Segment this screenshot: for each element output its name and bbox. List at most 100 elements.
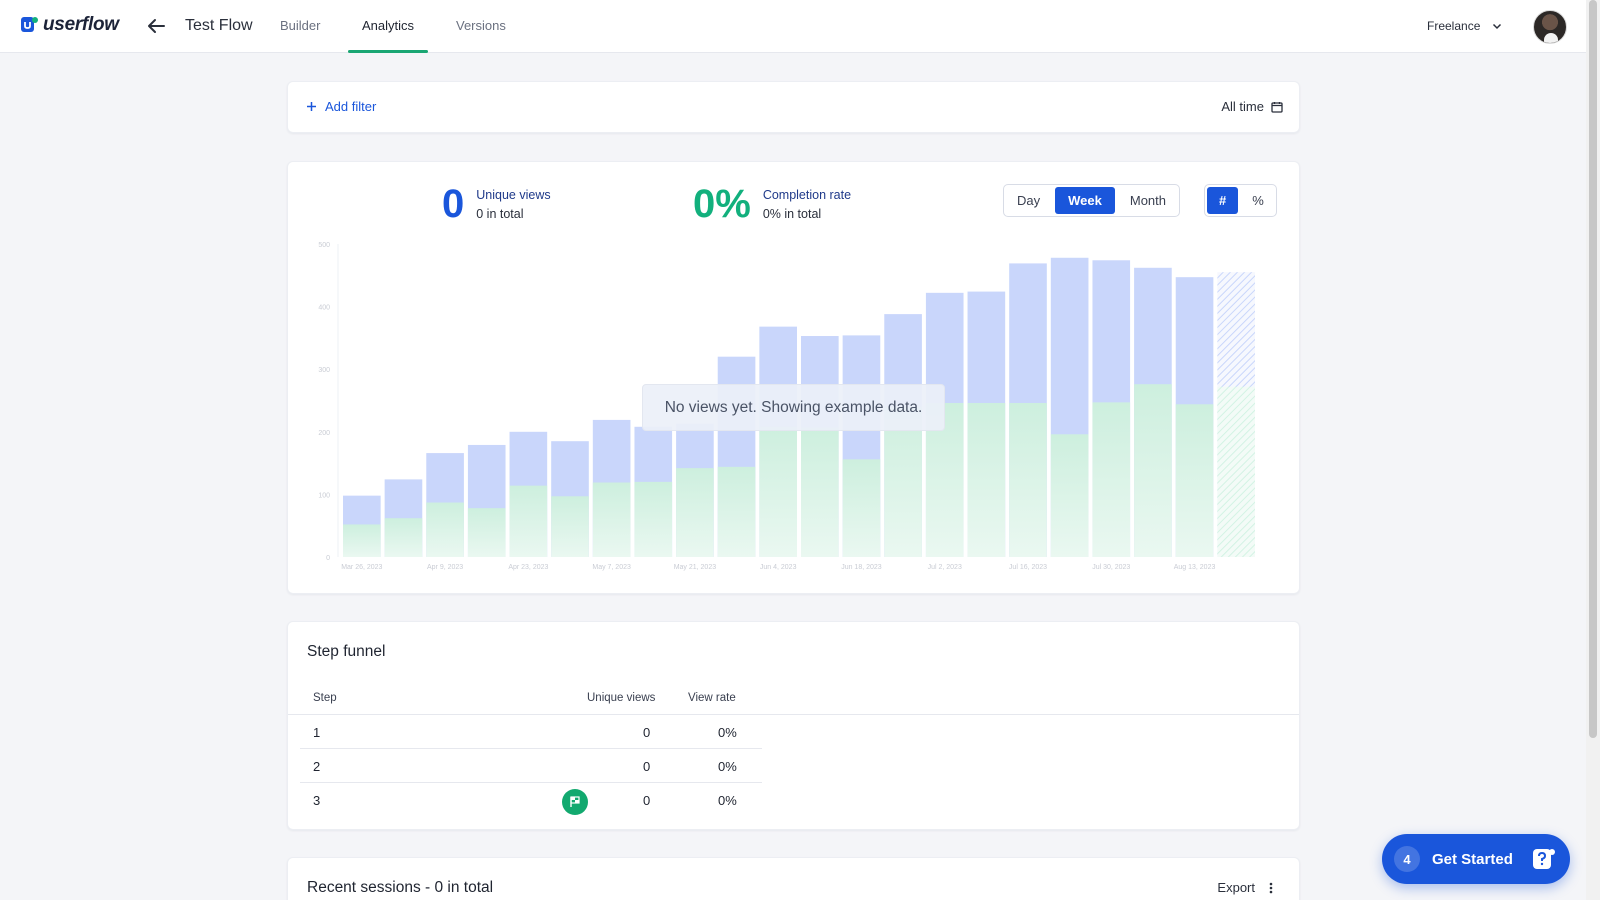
bar-completions[interactable] [384,518,423,557]
completion-rate-value: 0% [693,182,751,226]
calendar-icon [1271,101,1283,113]
bar-completions[interactable] [1175,404,1214,557]
period-week-button[interactable]: Week [1055,187,1115,214]
y-tick-label: 400 [318,305,330,312]
bar-completions[interactable] [509,485,548,557]
views-bar-chart: 0 100 200 300 400 500 Mar 26, 2023 Apr 9, 2023 A… [318,242,1255,571]
column-header-step: Step [313,692,337,704]
filter-bar: Add filter All time [287,81,1300,133]
date-range-picker[interactable]: All time [1221,99,1283,114]
step-view-rate: 0% [718,725,737,740]
x-tick-label: Apr 23, 2023 [508,564,548,571]
unique-views-stat: 0 Unique views 0 in total [442,184,551,224]
add-filter-label: Add filter [325,99,377,114]
step-number: 3 [313,793,321,808]
x-tick-label: Jul 16, 2023 [1009,564,1047,571]
bar-completions[interactable] [884,406,922,557]
userflow-resource-icon [1533,849,1555,869]
bar-completions[interactable] [1009,403,1047,557]
date-range-label: All time [1221,99,1264,114]
unit-toggle: # % [1204,184,1277,217]
y-tick-label: 300 [318,367,330,374]
bar-completions[interactable] [1217,386,1255,557]
bar-completions[interactable] [467,508,506,557]
step-view-rate: 0% [718,793,737,808]
column-header-view-rate: View rate [688,692,736,704]
step-number: 1 [313,725,321,740]
unit-percent-button[interactable]: % [1252,193,1264,208]
bar-completions[interactable] [634,481,673,557]
analytics-chart-card: 0 Unique views 0 in total 0% Completion … [287,161,1300,594]
page-scrollbar[interactable] [1586,0,1600,900]
chevron-down-icon [1493,23,1502,30]
top-navigation-bar: userflow Test Flow Builder Analytics Ver… [0,0,1586,53]
tab-versions[interactable]: Versions [456,18,506,33]
recent-sessions-title: Recent sessions - 0 in total [307,879,494,896]
step-view-rate: 0% [718,759,737,774]
funnel-row[interactable]: 1 0 0% [300,715,762,749]
step-views: 0 [643,725,651,740]
column-header-unique-views: Unique views [587,692,656,704]
add-filter-button[interactable]: Add filter [306,99,376,114]
x-tick-label: Jun 18, 2023 [841,564,882,571]
user-avatar[interactable] [1533,10,1567,44]
userflow-logo[interactable]: userflow [20,14,119,36]
active-tab-indicator [348,50,428,53]
completion-rate-stat: 0% Completion rate 0% in total [693,184,851,224]
step-views: 0 [643,759,651,774]
period-toggle: Day Week Month [1003,184,1180,217]
userflow-logo-icon [21,17,38,32]
bar-completions[interactable] [759,426,797,557]
x-tick-label: May 7, 2023 [592,564,631,571]
completion-rate-total: 0% in total [762,206,822,221]
x-tick-label: Aug 13, 2023 [1174,564,1216,571]
funnel-row[interactable]: 2 0 0% [300,749,762,783]
unique-views-label: Unique views [476,187,551,202]
goal-flag-icon [562,789,588,815]
example-data-notice: No views yet. Showing example data. [642,384,945,431]
bar-completions[interactable] [967,403,1006,557]
y-tick-label: 500 [318,242,330,249]
x-tick-label: Jul 30, 2023 [1092,564,1130,571]
bar-completions[interactable] [801,427,839,557]
period-day-button[interactable]: Day [1017,193,1041,208]
more-vertical-icon [1269,882,1273,893]
tab-analytics[interactable]: Analytics [362,18,415,33]
workspace-name: Freelance [1427,19,1481,33]
unit-count-button[interactable]: # [1207,187,1239,214]
scrollbar-thumb[interactable] [1589,0,1597,738]
bar-completions[interactable] [842,459,881,557]
get-started-checklist-button[interactable]: 4 Get Started [1382,834,1570,884]
unique-views-total: 0 in total [476,206,524,221]
bar-completions[interactable] [592,482,631,557]
export-button[interactable]: Export [1217,880,1273,895]
step-funnel-title: Step funnel [307,643,386,660]
back-arrow-icon[interactable] [144,14,168,38]
tab-builder[interactable]: Builder [280,18,321,33]
logo-text: userflow [43,14,119,35]
y-tick-label: 200 [318,430,330,437]
funnel-row[interactable]: 3 0 0% [300,783,762,817]
bar-completions[interactable] [426,502,464,557]
step-funnel-card: Step funnel Step Unique views View rate … [287,621,1300,830]
checklist-count-badge: 4 [1394,846,1420,872]
step-number: 2 [313,759,321,774]
bar-completions[interactable] [551,496,589,557]
period-month-button[interactable]: Month [1129,193,1166,208]
bar-completions[interactable] [676,468,714,557]
unique-views-value: 0 [442,182,465,226]
bar-completions[interactable] [1092,402,1131,557]
x-tick-label: Apr 9, 2023 [427,564,463,571]
recent-sessions-card: Recent sessions - 0 in total Export [287,857,1300,900]
x-tick-label: Mar 26, 2023 [341,564,382,571]
y-tick-label: 0 [326,555,330,562]
bar-completions[interactable] [343,524,381,557]
bar-completions[interactable] [717,466,756,557]
workspace-selector[interactable]: Freelance [1427,19,1502,33]
step-views: 0 [643,793,651,808]
bar-completions[interactable] [1050,434,1089,557]
completion-rate-label: Completion rate [762,187,852,202]
bar-completions[interactable] [1134,384,1172,557]
x-tick-label: Jul 2, 2023 [928,564,962,571]
x-tick-label: Jun 4, 2023 [760,564,797,571]
